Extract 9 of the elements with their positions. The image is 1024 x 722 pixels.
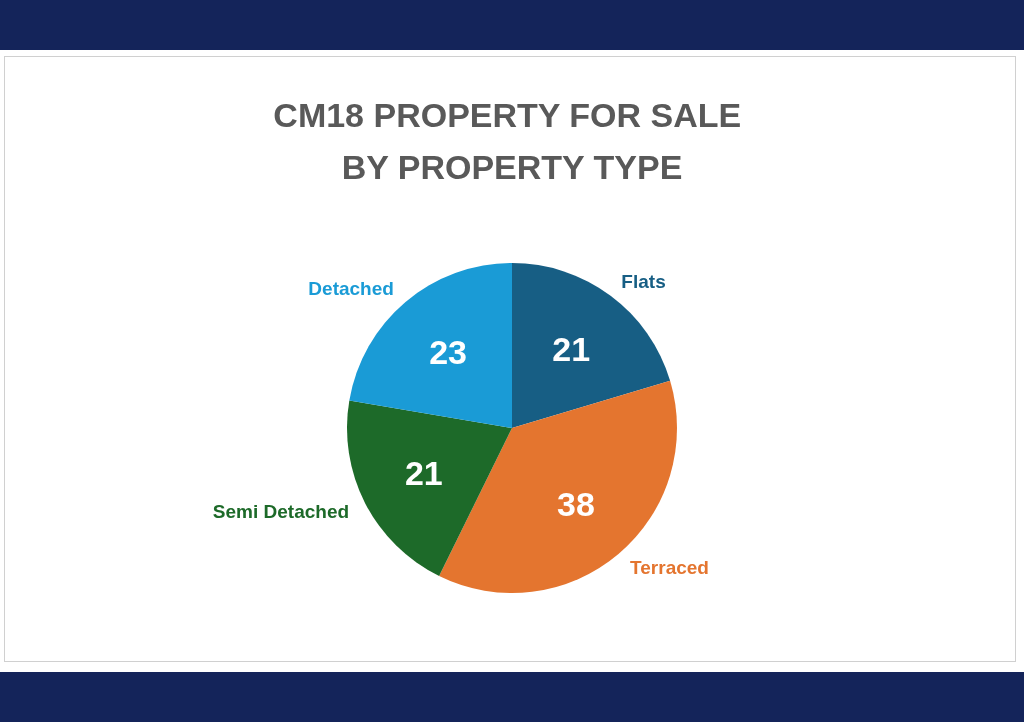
data-label: 23 xyxy=(429,333,468,372)
data-label: 21 xyxy=(404,454,443,493)
data-label: 38 xyxy=(556,484,595,523)
chart-title: CM18 PROPERTY FOR SALE BY PROPERTY TYPE xyxy=(273,96,751,186)
slice-label: Detached xyxy=(308,277,394,299)
slice-label: Terraced xyxy=(630,557,709,579)
data-label: 21 xyxy=(552,329,591,368)
slice-label: Flats xyxy=(621,270,666,292)
slice-label: Semi Detached xyxy=(212,500,350,522)
